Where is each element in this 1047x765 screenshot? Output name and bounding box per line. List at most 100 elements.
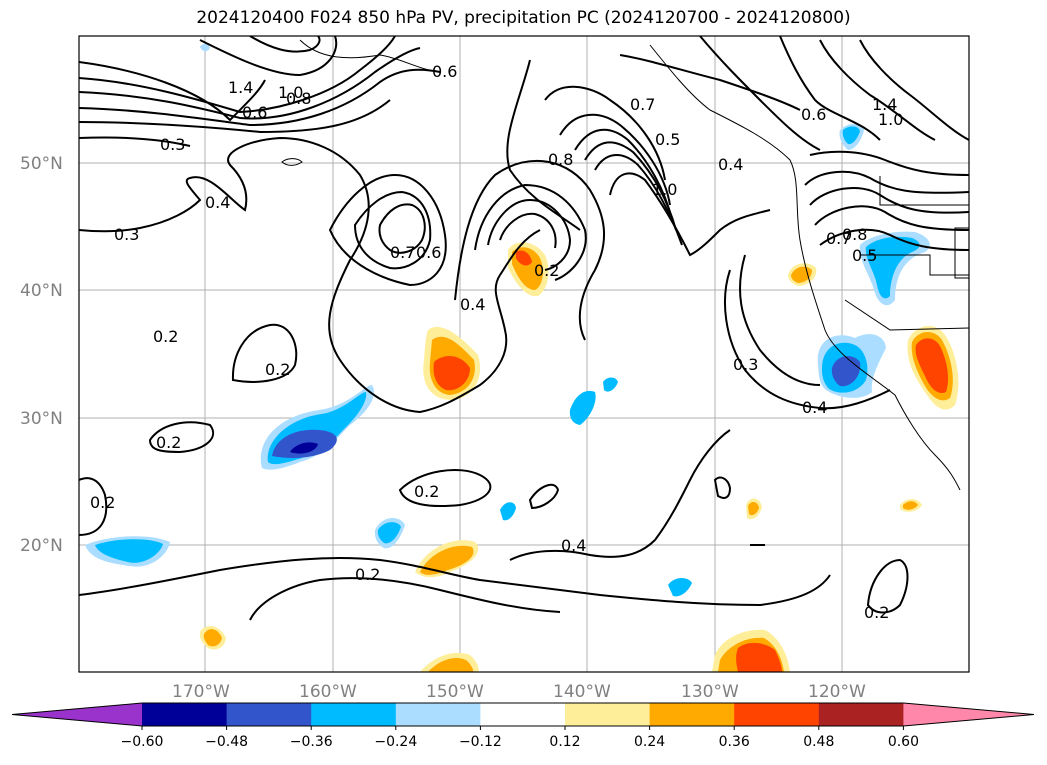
pv-contour — [231, 323, 298, 383]
precip-blob — [500, 502, 516, 521]
pv-contour — [584, 141, 677, 231]
pv-contour — [724, 269, 891, 410]
latitude-labels: 50°N 40°N 30°N 20°N — [20, 154, 63, 556]
pv-contour — [79, 36, 396, 114]
pv-contour — [79, 99, 391, 134]
lon-label: 120°W — [808, 682, 866, 702]
contour-label: 0.2 — [414, 482, 439, 501]
pv-contour — [559, 113, 671, 206]
colorbar-segment — [395, 703, 481, 726]
lon-label: 160°W — [299, 682, 357, 702]
contour-label: 0.6 — [432, 62, 457, 81]
pv-contour — [609, 172, 771, 257]
contour-label: 0.3 — [160, 135, 185, 154]
pv-contour — [859, 39, 969, 141]
map-panel: 1.4 1.0 0.8 0.6 0.3 0.6 0.4 0.3 0.7 0.6 … — [20, 35, 970, 702]
contour-label: 0.5 — [655, 130, 680, 149]
precip-blob — [377, 522, 401, 544]
precip-blob — [915, 338, 948, 394]
pv-contour — [866, 558, 909, 614]
coastline — [649, 44, 961, 491]
pv-contour — [528, 483, 560, 510]
pv-contour — [199, 36, 338, 77]
coastline — [860, 254, 969, 276]
contour-label: 1.0 — [652, 180, 677, 199]
pv-contour — [804, 170, 969, 194]
pv-contour — [779, 36, 881, 141]
precip-blob — [842, 126, 860, 145]
colorbar-tick-label: 0.48 — [803, 734, 834, 750]
map-frame — [78, 35, 970, 673]
pv-contour — [506, 59, 581, 231]
lon-label: 130°W — [681, 682, 739, 702]
lat-label: 50°N — [20, 154, 63, 174]
pv-contour — [474, 183, 587, 281]
lat-label: 40°N — [20, 281, 63, 301]
pv-contour — [619, 54, 801, 111]
colorbar-tick-label: −0.36 — [290, 734, 333, 750]
pv-contour — [378, 203, 426, 254]
pv-contour — [574, 128, 673, 221]
precip-blob — [200, 43, 210, 52]
precip-blob — [290, 442, 318, 454]
precip-blob — [428, 658, 474, 672]
pv-contour — [79, 68, 441, 127]
chart-title: 2024120400 F024 850 hPa PV, precipitatio… — [196, 8, 851, 28]
coastline — [954, 227, 969, 279]
colorbar-segment — [311, 703, 397, 726]
colorbar-segment — [649, 703, 735, 726]
pv-contour — [454, 159, 606, 341]
pv-contour — [814, 205, 969, 231]
precip-blob — [603, 377, 618, 392]
contour-label: 0.6 — [416, 243, 441, 262]
pv-contours — [79, 36, 969, 621]
pv-contour — [819, 228, 969, 251]
colorbar-extend-high — [903, 703, 1034, 726]
pv-contour — [398, 469, 492, 508]
pv-contour — [487, 198, 572, 271]
colorbar-segment — [142, 703, 228, 726]
pv-contour — [544, 85, 666, 181]
pv-contour — [739, 254, 821, 386]
colorbar-tick-label: −0.48 — [205, 734, 248, 750]
precip-blob — [95, 539, 163, 563]
precip-blob — [516, 250, 532, 266]
contour-label: 0.7 — [630, 95, 655, 114]
pv-contour — [79, 47, 421, 120]
colorbar-extend-low — [12, 703, 142, 726]
contour-label: 0.8 — [286, 89, 311, 108]
colorbar-segment — [226, 703, 312, 726]
contour-label: 0.6 — [242, 103, 267, 122]
colorbar-segment — [734, 703, 820, 726]
contour-label: 0.3 — [114, 225, 139, 244]
contour-label: 0.2 — [864, 603, 889, 622]
lon-label: 170°W — [172, 682, 230, 702]
contour-label: 1.0 — [278, 83, 303, 102]
coastline — [844, 299, 969, 331]
colorbar-segment — [818, 703, 904, 726]
colorbar-tick-label: 0.24 — [634, 734, 665, 750]
pv-contour — [79, 136, 191, 147]
colorbar-tick-label: 0.12 — [549, 734, 580, 750]
contour-label: 0.2 — [153, 327, 178, 346]
contour-label: 0.2 — [355, 565, 380, 584]
pv-contour — [79, 477, 108, 536]
contour-label: 0.7 — [390, 243, 415, 262]
coastline — [299, 39, 441, 73]
pv-contour — [148, 421, 215, 454]
pv-contour — [353, 190, 432, 270]
precip-blob — [668, 577, 692, 597]
contour-label: 0.6 — [801, 105, 826, 124]
precip-shading — [85, 43, 959, 672]
precip-blob — [433, 356, 470, 391]
pv-contour — [79, 557, 831, 607]
pv-contour — [499, 212, 557, 249]
precip-blob — [865, 236, 920, 299]
precip-blob — [903, 501, 918, 510]
contour-label: 1.4 — [872, 95, 897, 114]
lon-label: 150°W — [426, 682, 484, 702]
lat-label: 20°N — [20, 536, 63, 556]
contour-label: 1.4 — [228, 78, 253, 97]
contour-label: 0.3 — [733, 355, 758, 374]
